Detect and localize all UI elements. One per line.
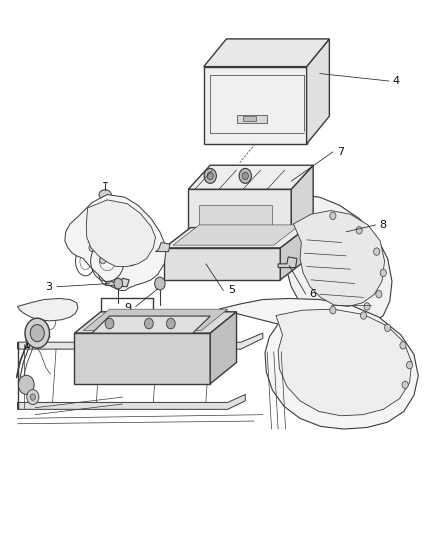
Circle shape [25, 318, 49, 348]
Text: 7: 7 [337, 147, 344, 157]
Polygon shape [18, 394, 245, 409]
Circle shape [155, 277, 165, 290]
Circle shape [242, 172, 248, 180]
Circle shape [30, 394, 35, 400]
Polygon shape [105, 278, 129, 287]
Circle shape [18, 375, 34, 394]
Polygon shape [94, 220, 118, 237]
Polygon shape [254, 195, 392, 329]
Circle shape [360, 312, 367, 319]
Polygon shape [173, 225, 300, 245]
Polygon shape [243, 116, 256, 121]
Polygon shape [291, 165, 313, 251]
Polygon shape [278, 257, 297, 268]
Polygon shape [199, 205, 272, 236]
Circle shape [309, 229, 322, 245]
Polygon shape [155, 243, 170, 252]
Circle shape [376, 290, 382, 298]
Circle shape [330, 212, 336, 220]
Circle shape [374, 248, 380, 255]
Polygon shape [92, 316, 210, 333]
Circle shape [115, 257, 121, 265]
Polygon shape [293, 211, 385, 306]
Polygon shape [18, 298, 78, 321]
Text: 8: 8 [380, 220, 387, 230]
Text: 2: 2 [165, 374, 172, 383]
Circle shape [364, 303, 370, 310]
Text: 1: 1 [24, 341, 31, 350]
Polygon shape [219, 298, 418, 429]
Polygon shape [83, 309, 228, 330]
Polygon shape [237, 115, 267, 123]
Circle shape [402, 381, 408, 389]
Circle shape [330, 306, 336, 314]
Polygon shape [74, 312, 237, 333]
Polygon shape [103, 222, 116, 236]
Polygon shape [18, 333, 263, 349]
Circle shape [239, 168, 251, 183]
Polygon shape [86, 200, 155, 266]
Polygon shape [280, 228, 307, 280]
Circle shape [145, 318, 153, 329]
Circle shape [385, 324, 391, 332]
Polygon shape [188, 189, 291, 251]
Circle shape [89, 244, 95, 252]
Polygon shape [204, 39, 329, 67]
Polygon shape [65, 195, 166, 290]
Circle shape [380, 269, 386, 277]
Text: 3: 3 [46, 282, 53, 292]
Circle shape [133, 241, 139, 249]
Circle shape [105, 318, 114, 329]
Polygon shape [210, 312, 237, 384]
Circle shape [406, 361, 413, 369]
Polygon shape [164, 228, 307, 248]
Circle shape [100, 256, 106, 264]
Polygon shape [307, 39, 329, 144]
Circle shape [356, 227, 362, 234]
Ellipse shape [99, 190, 111, 199]
Polygon shape [164, 248, 280, 280]
Polygon shape [74, 333, 210, 384]
Polygon shape [204, 67, 307, 144]
Circle shape [128, 259, 134, 266]
Polygon shape [188, 165, 313, 189]
Text: 5: 5 [228, 286, 235, 295]
Circle shape [166, 318, 175, 329]
Circle shape [113, 240, 119, 248]
Circle shape [207, 172, 213, 180]
Circle shape [27, 390, 39, 405]
Circle shape [30, 325, 44, 342]
Text: 9: 9 [124, 303, 131, 313]
Circle shape [204, 168, 216, 183]
Text: 6: 6 [310, 289, 317, 299]
Circle shape [114, 278, 123, 289]
Circle shape [400, 342, 406, 349]
Polygon shape [276, 309, 412, 416]
Text: 4: 4 [393, 76, 400, 86]
